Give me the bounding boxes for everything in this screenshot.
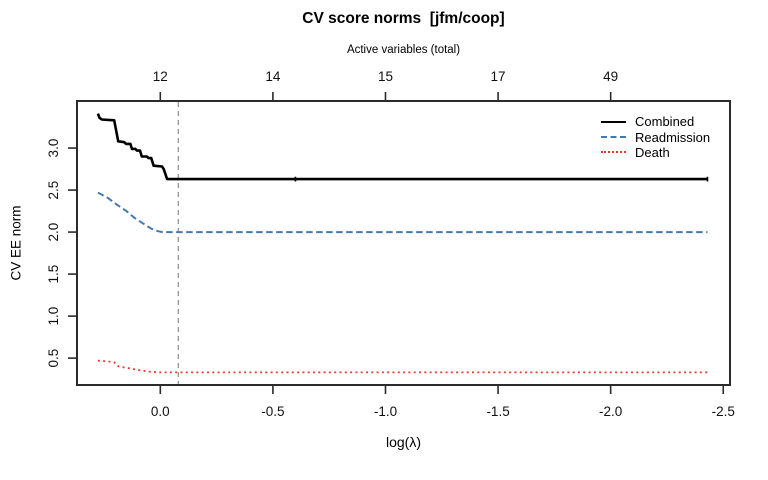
svg-text:49: 49 [603,69,618,84]
svg-text:-0.5: -0.5 [261,404,284,419]
legend-label: Combined [635,114,695,130]
y-axis-label: CV EE norm [8,205,24,281]
legend: Combined Readmission Death [601,114,710,160]
svg-text:-1.0: -1.0 [374,404,397,419]
svg-text:-2.0: -2.0 [599,404,622,419]
readmission-line-swatch [601,136,626,139]
legend-item-death: Death [601,145,710,160]
legend-item-readmission: Readmission [601,129,711,145]
svg-text:2.0: 2.0 [46,223,61,242]
svg-text:0.0: 0.0 [151,404,170,419]
svg-text:12: 12 [153,69,168,84]
top-axis-label: Active variables (total) [346,44,461,56]
legend-label: Readmission [635,129,711,145]
death-line-swatch [601,151,626,154]
legend-item-combined: Combined [601,114,710,129]
legend-label: Death [635,144,670,160]
svg-text:1.5: 1.5 [46,265,61,284]
svg-text:-2.5: -2.5 [712,404,735,419]
svg-text:17: 17 [491,69,506,84]
svg-text:3.0: 3.0 [46,139,61,158]
svg-text:1.0: 1.0 [46,307,61,326]
svg-text:15: 15 [378,69,393,84]
svg-text:0.5: 0.5 [46,349,61,368]
svg-text:14: 14 [265,69,281,84]
svg-text:2.5: 2.5 [46,181,61,200]
svg-text:-1.5: -1.5 [486,404,509,419]
chart-title: CV score norms [jfm/coop] [302,10,505,27]
x-axis-label: log(λ) [385,434,421,450]
combined-line-swatch [601,120,626,123]
